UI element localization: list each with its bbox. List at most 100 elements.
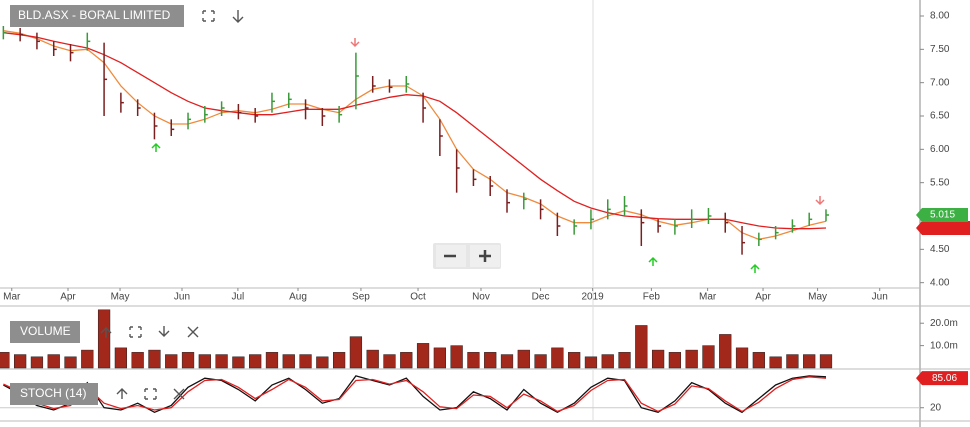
volume-bar	[316, 356, 329, 369]
volume-bar	[416, 343, 430, 369]
y-tick-label: 6.00	[930, 144, 950, 155]
panel-label-box	[10, 321, 80, 343]
volume-bar	[500, 354, 514, 369]
move-up-button[interactable]	[100, 327, 112, 338]
buy-signal	[750, 263, 760, 273]
y-tick-label: 8.00	[930, 11, 950, 22]
volume-bar	[165, 354, 178, 369]
y-tick-label: 20.0m	[930, 318, 958, 329]
signals	[151, 38, 825, 273]
volume-bar	[752, 352, 765, 369]
stoch-header: STOCH (14)	[10, 383, 185, 405]
volume-bar	[786, 354, 799, 369]
volume-bar	[349, 336, 363, 369]
series-line	[3, 376, 827, 413]
x-tick-label: Oct	[410, 292, 426, 303]
volume-bar	[14, 354, 27, 369]
volume-bar	[249, 354, 262, 369]
volume-bar	[568, 352, 581, 369]
zoom-controls	[433, 243, 501, 269]
last-value-box	[916, 371, 968, 386]
x-tick-label: May	[111, 292, 130, 303]
x-tick-label: Nov	[472, 292, 490, 303]
close-button[interactable]	[187, 326, 199, 338]
sell-signal	[815, 196, 825, 206]
move-down-button[interactable]	[158, 326, 170, 337]
volume-bar	[332, 352, 346, 369]
volume-bar	[148, 349, 161, 369]
x-tick-label: Mar	[3, 292, 21, 303]
expand-button[interactable]	[202, 10, 215, 22]
volume-bar	[198, 354, 211, 369]
volume-header: VOLUME	[10, 321, 199, 343]
plus-icon	[479, 250, 491, 262]
volume-bar	[265, 352, 279, 369]
volume-bar	[819, 354, 833, 369]
volume-bar	[685, 349, 698, 369]
volume-bar	[769, 356, 782, 369]
expand-button[interactable]	[144, 388, 157, 400]
volume-bar	[215, 354, 228, 369]
panel-label-box	[10, 383, 98, 405]
volume-bar	[719, 334, 732, 369]
buy-signal	[648, 256, 658, 266]
volume-bar	[97, 309, 111, 369]
volume-bar	[635, 325, 648, 369]
volume-bar	[366, 349, 379, 369]
series-line	[3, 30, 827, 240]
x-tick-label: Dec	[532, 292, 550, 303]
y-tick-label: 4.00	[930, 277, 950, 288]
volume-bar	[0, 352, 10, 369]
last-value-label: 85.06	[932, 373, 957, 384]
x-tick-label: 2019	[582, 292, 605, 303]
sell-signal	[350, 38, 360, 48]
volume-bar	[433, 347, 446, 369]
x-tick-label: Aug	[289, 292, 307, 303]
panel-title: STOCH (14)	[20, 386, 86, 400]
volume-bar	[450, 345, 463, 369]
x-tick-label: Sep	[352, 292, 370, 303]
x-tick-label: Apr	[60, 292, 76, 303]
volume-bar	[551, 347, 564, 369]
y-tick-label: 5.50	[930, 177, 950, 188]
buy-signal	[151, 142, 161, 152]
volume-bar	[400, 352, 413, 369]
volume-bar	[131, 352, 144, 369]
volume-bar	[47, 354, 60, 369]
plot-area: 4.004.505.005.506.006.507.007.508.00MarA…	[0, 11, 970, 414]
volume-bar	[181, 352, 195, 369]
volume-bar	[534, 354, 547, 369]
series-line	[3, 32, 827, 230]
volume-bar	[668, 352, 682, 369]
volume-bar	[467, 352, 480, 369]
volume-bar	[484, 352, 497, 369]
y-tick-label: 4.50	[930, 244, 950, 255]
volume-bar	[299, 354, 312, 369]
title-bar: BLD.ASX - BORAL LIMITED	[10, 5, 244, 27]
volume-bar	[803, 354, 816, 369]
x-tick-label: May	[808, 292, 827, 303]
x-tick-label: Jun	[872, 292, 888, 303]
close-button[interactable]	[173, 388, 185, 400]
move-up-button[interactable]	[116, 388, 128, 399]
chart-title: BLD.ASX - BORAL LIMITED	[18, 8, 171, 22]
volume-bar	[81, 349, 94, 369]
panel-title: VOLUME	[20, 324, 71, 338]
title-box	[10, 5, 184, 27]
x-tick-label: Apr	[755, 292, 771, 303]
y-tick-label: 10.0m	[930, 340, 958, 351]
y-tick-label: 7.50	[930, 44, 950, 55]
x-tick-label: Feb	[643, 292, 661, 303]
expand-button[interactable]	[129, 326, 142, 338]
volume-bar	[30, 356, 44, 369]
last-value-label: 5.015	[930, 210, 955, 221]
series-line	[3, 375, 827, 414]
x-tick-label: Jul	[231, 292, 244, 303]
volume-bar	[584, 356, 598, 369]
volume-bar	[735, 347, 749, 369]
volume-bar	[651, 349, 665, 369]
download-button[interactable]	[232, 10, 244, 23]
volume-bar	[601, 354, 614, 369]
volume-bar	[232, 356, 245, 369]
